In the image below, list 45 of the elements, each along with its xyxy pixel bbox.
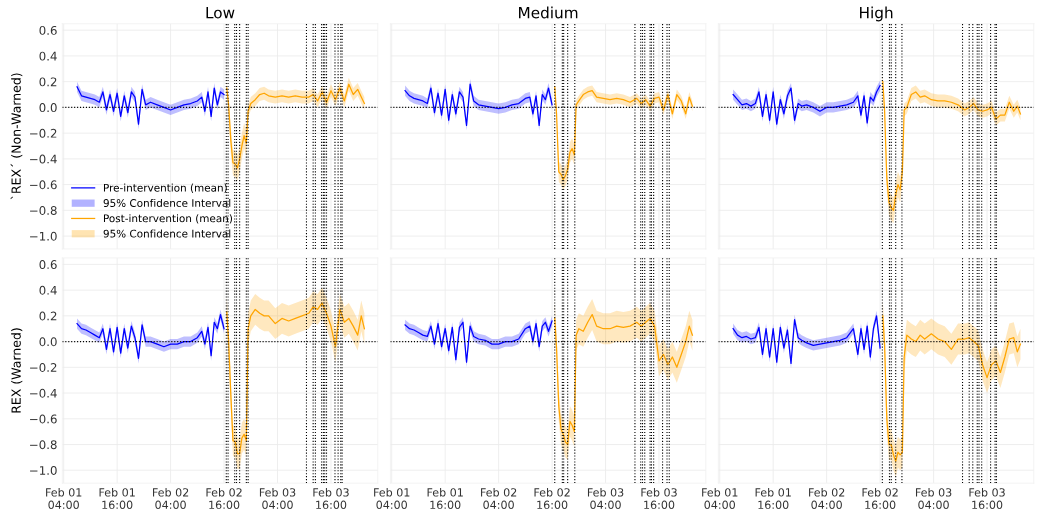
y-tick-label: 0.0 — [39, 337, 57, 347]
x-tick-label: Feb 03 04:00 — [915, 487, 952, 510]
x-tick-label: Feb 02 04:00 — [809, 487, 845, 510]
x-tick-label: Feb 02 16:00 — [534, 487, 570, 510]
y-tick-label: −0.2 — [30, 363, 57, 372]
chart-title: Low — [206, 7, 235, 19]
x-tick-label: Feb 01 04:00 — [46, 487, 82, 510]
legend-label: Pre-intervention (mean) — [103, 183, 227, 193]
y-tick-label: −0.4 — [30, 388, 57, 398]
annotation: 95% Confidence Interval — [103, 198, 231, 207]
y-tick-label: 0.4 — [39, 51, 57, 61]
x-tick-label: Feb 02 04:00 — [481, 487, 517, 510]
legend-label: Post-intervention (mean) — [103, 214, 232, 224]
y-axis-title: `REX´ (Non-Warned) — [10, 73, 23, 200]
x-tick-label: Feb 03 16:00 — [313, 487, 349, 510]
x-tick-label: Feb 01 16:00 — [99, 487, 135, 510]
x-tick-label: Feb 01 16:00 — [427, 487, 463, 510]
y-tick-label: 0.6 — [39, 25, 57, 35]
x-tick-label: Feb 03 16:00 — [969, 487, 1005, 510]
y-tick-label: −0.6 — [30, 180, 57, 190]
y-tick-label: 0.0 — [39, 103, 57, 113]
y-tick-label: −0.8 — [30, 440, 57, 450]
y-tick-label: −0.8 — [30, 206, 57, 215]
x-tick-label: Feb 02 16:00 — [862, 487, 898, 510]
y-tick-label: −0.6 — [30, 414, 57, 424]
x-tick-label: Feb 03 04:00 — [587, 487, 624, 510]
y-tick-label: −1.0 — [30, 231, 57, 241]
y-tick-label: 0.2 — [39, 77, 57, 87]
chart-title: Medium — [519, 6, 578, 19]
y-tick-label: 0.6 — [39, 260, 57, 270]
y-tick-label: −1.0 — [30, 465, 57, 475]
y-tick-label: 0.4 — [39, 285, 57, 295]
x-tick-label: Feb 01 04:00 — [374, 487, 410, 510]
y-axis-title: REX (Warned) — [11, 328, 23, 413]
x-tick-label: Feb 02 16:00 — [206, 487, 242, 510]
y-tick-label: 0.2 — [39, 311, 57, 321]
chart-title: High — [860, 6, 893, 22]
y-tick-label: −0.4 — [30, 154, 57, 164]
x-tick-label: Feb 02 04:00 — [153, 487, 189, 510]
x-tick-label: Feb 01 16:00 — [755, 487, 791, 510]
y-tick-label: −0.2 — [30, 128, 57, 138]
x-tick-label: Feb 03 16:00 — [641, 487, 677, 510]
x-tick-label: Feb 03 04:00 — [259, 487, 296, 510]
annotation: 95% Confidence Interval — [103, 229, 231, 238]
x-tick-label: Feb 01 04:00 — [702, 487, 738, 510]
